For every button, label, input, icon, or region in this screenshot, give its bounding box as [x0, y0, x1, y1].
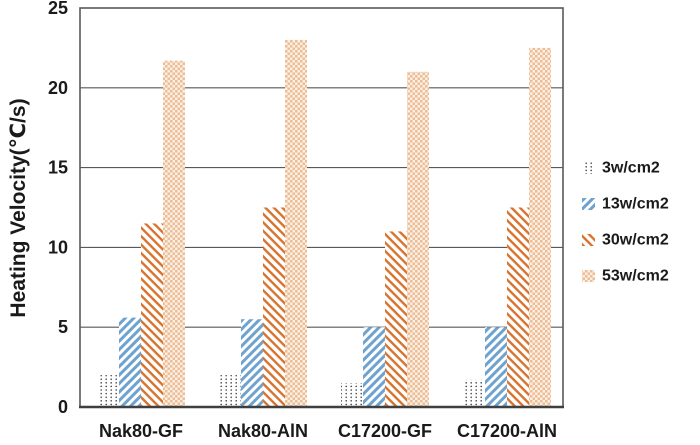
legend-swatch-orange-checker — [582, 270, 595, 282]
bar-30w/cm2-Nak80-AlN — [263, 207, 285, 407]
y-axis-tick-labels: 0 5 10 15 20 25 — [48, 0, 68, 417]
bar-30w/cm2-C17200-GF — [385, 231, 407, 407]
legend-item: 30w/cm2 — [582, 232, 669, 249]
x-category-label: Nak80-AlN — [218, 421, 308, 441]
x-category-label: C17200-AlN — [457, 421, 557, 441]
bar-30w/cm2-Nak80-GF — [141, 223, 163, 407]
legend-label: 13w/cm2 — [602, 196, 669, 213]
legend-label: 53w/cm2 — [602, 268, 669, 285]
legend-label: 3w/cm2 — [602, 160, 660, 177]
y-tick-label: 0 — [58, 397, 68, 417]
y-tick-label: 15 — [48, 158, 68, 178]
bar-series — [97, 39, 551, 408]
bar-13w/cm2-Nak80-AlN — [241, 319, 263, 407]
y-axis-title: Heating Velocity(℃/s) — [7, 98, 30, 317]
legend-swatch-black-dots — [582, 162, 595, 174]
bar-13w/cm2-Nak80-GF — [119, 317, 141, 407]
bar-53w/cm2-C17200-AlN — [529, 47, 551, 408]
bar-53w/cm2-Nak80-GF — [163, 60, 185, 407]
bar-3w/cm2-C17200-GF — [341, 383, 363, 407]
legend: 3w/cm2 13w/cm2 30w/cm2 53w/cm2 — [582, 160, 669, 285]
legend-label: 30w/cm2 — [602, 232, 669, 249]
y-tick-label: 25 — [48, 0, 68, 18]
x-axis-category-labels: Nak80-GF Nak80-AlN C17200-GF C17200-AlN — [99, 421, 557, 441]
y-tick-label: 5 — [58, 317, 68, 337]
legend-swatch-blue-diagonal — [582, 198, 595, 210]
bar-30w/cm2-C17200-AlN — [507, 207, 529, 407]
legend-item: 53w/cm2 — [582, 268, 669, 285]
bar-53w/cm2-Nak80-AlN — [285, 39, 307, 408]
legend-item: 3w/cm2 — [582, 160, 660, 177]
bar-3w/cm2-C17200-AlN — [463, 379, 485, 407]
legend-swatch-orange-diagonal — [582, 234, 595, 246]
y-tick-label: 20 — [48, 78, 68, 98]
x-category-label: C17200-GF — [338, 421, 432, 441]
y-tick-label: 10 — [48, 237, 68, 257]
bar-3w/cm2-Nak80-GF — [97, 375, 119, 407]
bar-13w/cm2-C17200-GF — [363, 327, 385, 407]
bar-3w/cm2-Nak80-AlN — [219, 375, 241, 407]
x-category-label: Nak80-GF — [99, 421, 183, 441]
bar-53w/cm2-C17200-GF — [407, 71, 429, 407]
bar-13w/cm2-C17200-AlN — [485, 327, 507, 407]
legend-item: 13w/cm2 — [582, 196, 669, 213]
